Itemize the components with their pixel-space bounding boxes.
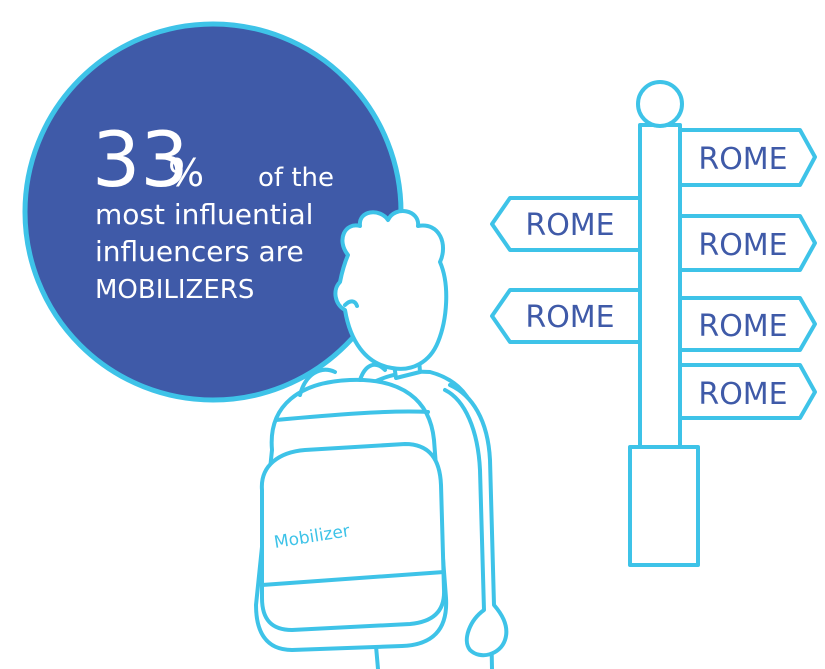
pole: [640, 125, 680, 447]
sign-label: ROME: [698, 309, 787, 344]
pole-base: [630, 447, 698, 565]
stat-text: MOBILIZERS: [95, 275, 254, 305]
head: [335, 211, 446, 369]
sign-label: ROME: [698, 377, 787, 412]
stat-text: influencers are: [95, 235, 304, 268]
stat-text: most influential: [95, 198, 313, 231]
stat-unit: %: [168, 151, 204, 195]
stat-text: of the: [258, 163, 334, 193]
sign-label: ROME: [525, 208, 614, 243]
signpost: ROME ROME ROME ROME ROME ROME: [492, 82, 815, 565]
sign-label: ROME: [525, 300, 614, 335]
sign-label: ROME: [698, 228, 787, 263]
sign-label: ROME: [698, 142, 787, 177]
infographic: 33 % of the most influential influencers…: [0, 0, 825, 669]
pole-top: [638, 82, 682, 126]
